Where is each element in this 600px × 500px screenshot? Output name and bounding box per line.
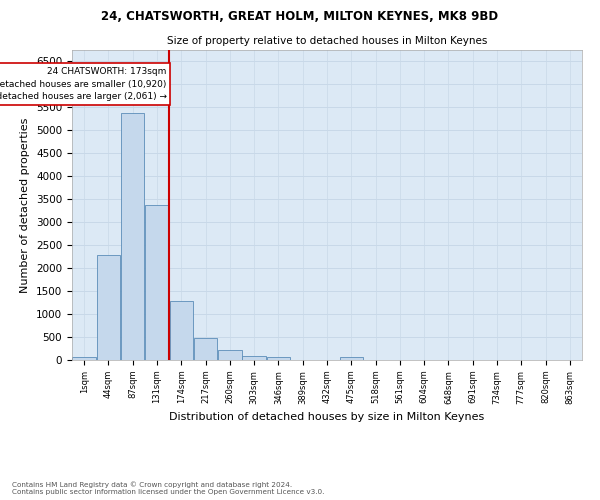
Bar [145, 205, 169, 360]
Bar [340, 358, 363, 360]
Text: 24 CHATSWORTH: 173sqm
← 84% of detached houses are smaller (10,920)
16% of semi-: 24 CHATSWORTH: 173sqm ← 84% of detached … [0, 67, 167, 101]
Bar [121, 113, 145, 360]
Bar [242, 356, 266, 360]
Bar [170, 301, 193, 360]
X-axis label: Distribution of detached houses by size in Milton Keynes: Distribution of detached houses by size … [169, 412, 485, 422]
Bar [97, 256, 120, 360]
Bar [194, 338, 217, 360]
Text: 24, CHATSWORTH, GREAT HOLM, MILTON KEYNES, MK8 9BD: 24, CHATSWORTH, GREAT HOLM, MILTON KEYNE… [101, 10, 499, 23]
Bar [218, 350, 242, 360]
Y-axis label: Number of detached properties: Number of detached properties [20, 118, 31, 292]
Text: Contains HM Land Registry data © Crown copyright and database right 2024.
Contai: Contains HM Land Registry data © Crown c… [12, 482, 325, 495]
Bar [266, 358, 290, 360]
Bar [73, 357, 96, 360]
Title: Size of property relative to detached houses in Milton Keynes: Size of property relative to detached ho… [167, 36, 487, 46]
